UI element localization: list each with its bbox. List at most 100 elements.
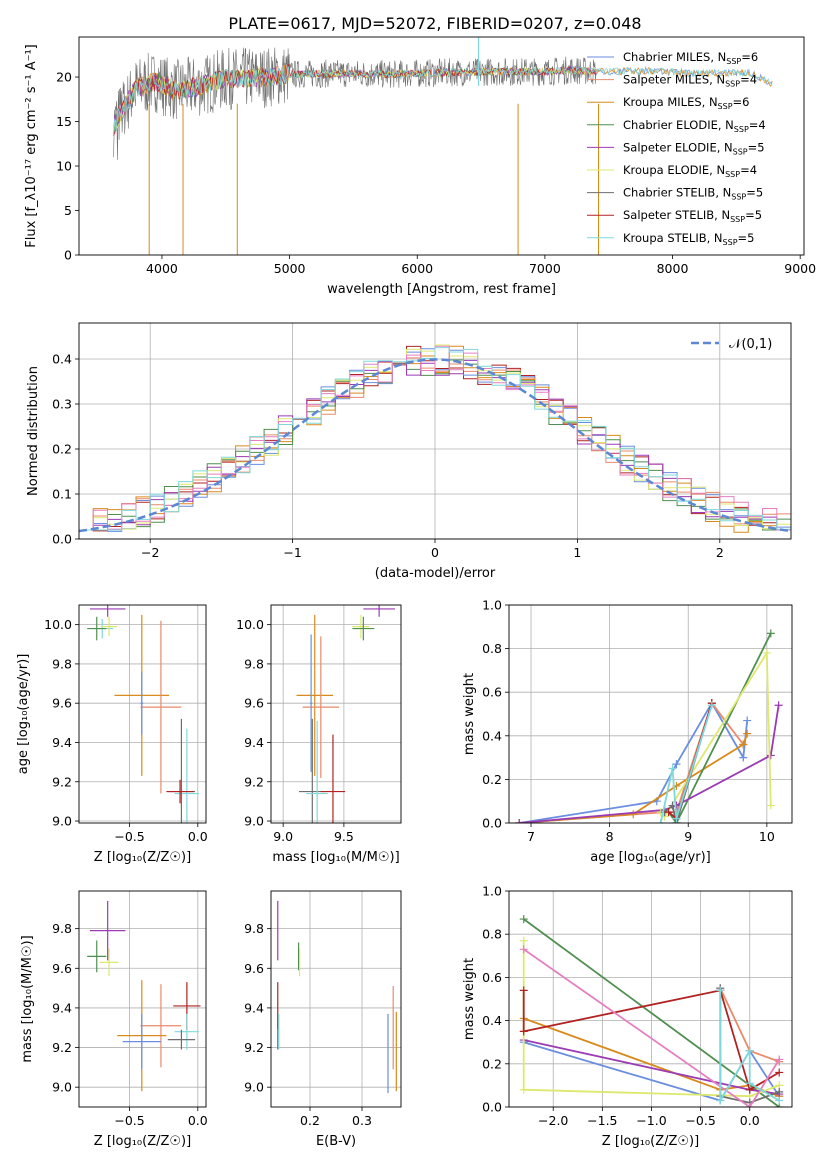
legend-text: Chabrier MILES, N: [623, 50, 726, 64]
y-tick-label: 0.0: [52, 532, 72, 547]
legend-sub: SSP: [723, 238, 738, 247]
weight-series-line: [659, 705, 713, 823]
age-vs-mass-panel: 9.0 9.5 9.0 9.2 9.4 9.6 9.8 10.0 mass [log₁₀(M/M…: [236, 604, 402, 865]
weight-point-marker: [774, 701, 783, 710]
y-tick-label: 9.2: [244, 774, 264, 789]
normal-curve: [79, 358, 789, 533]
y-tick-label: 0.1: [52, 487, 72, 502]
weight-point-marker: [766, 629, 775, 638]
x-tick-label: −1: [283, 545, 301, 560]
y-tick-label: 0.2: [482, 772, 502, 787]
weight-point-marker: [743, 716, 752, 725]
y-tick-label: 9.8: [244, 921, 264, 936]
weight-series-line: [523, 948, 780, 1107]
weight-series-line: [519, 705, 780, 823]
y-tick-label: 0.2: [482, 1056, 502, 1071]
weight-series-line: [519, 733, 749, 823]
y-tick-label: 5: [64, 203, 72, 218]
y-tick-label: 0.2: [52, 442, 72, 457]
x-tick-label: −0.5: [685, 1113, 715, 1128]
weight-point-marker: [707, 701, 716, 710]
weight-point-marker: [775, 1055, 784, 1064]
y-axis-label: mass weight: [462, 673, 477, 755]
weight-point-marker: [672, 814, 681, 823]
x-tick-label: 4000: [146, 261, 178, 276]
legend-label: Salpeter MILES, NSSP=4: [623, 73, 757, 89]
weight-point-marker: [664, 808, 673, 817]
age-vs-Z-panel: −0.5 0.0 9.0 9.2 9.4 9.6 9.8 10.0 Z [log₁₀(Z/Z☉)…: [16, 604, 208, 865]
x-tick-label: −1.0: [636, 1113, 666, 1128]
y-tick-label: 9.2: [244, 1040, 264, 1055]
legend-sub: SSP: [725, 80, 740, 89]
y-tick-label: 9.4: [244, 735, 264, 750]
y-tick-label: 0.4: [482, 1013, 502, 1028]
weight-point-marker: [672, 760, 681, 769]
legend-label: Kroupa STELIB, NSSP=5: [623, 231, 754, 247]
legend-tail: =5: [746, 186, 763, 200]
legend-tail: =4: [749, 118, 766, 132]
legend-label: Chabrier MILES, NSSP=6: [623, 50, 758, 66]
legend-label: Salpeter ELODIE, NSSP=5: [623, 140, 765, 156]
y-tick-label: 0.4: [482, 728, 502, 743]
y-tick-label: 0.4: [52, 352, 72, 367]
x-tick-label: 1: [573, 545, 581, 560]
y-tick-label: 9.6: [244, 961, 264, 976]
x-tick-label: 0.3: [352, 1113, 372, 1128]
x-tick-label: −1.5: [587, 1113, 617, 1128]
legend-text: Chabrier STELIB, N: [623, 186, 731, 200]
weight-series-line: [523, 918, 780, 1107]
errorbar-group: [87, 900, 201, 1092]
x-tick-label: 0.0: [188, 1113, 208, 1128]
y-tick-label: 9.6: [52, 696, 72, 711]
x-tick-label: 0.0: [740, 1113, 760, 1128]
y-tick-label: 9.8: [244, 656, 264, 671]
y-axis-label: mass weight: [462, 958, 477, 1040]
x-tick-label: 0.2: [300, 1113, 320, 1128]
axes-frame: [78, 322, 792, 540]
legend-tail: =6: [733, 95, 750, 109]
y-axis-label: age [log₁₀(age/yr)]: [16, 654, 31, 775]
x-axis-label: Z [log₁₀(Z/Z☉)]: [94, 1134, 191, 1149]
weight-point-marker: [743, 729, 752, 738]
legend-text: Salpeter MILES, N: [623, 73, 725, 87]
weight-series-line: [660, 649, 772, 818]
legend-text: Kroupa STELIB, N: [623, 231, 723, 245]
weight-point-marker: [766, 801, 775, 810]
y-tick-label: 9.0: [244, 814, 264, 829]
y-axis-label: Normed distribution: [26, 366, 41, 496]
weight-point-marker: [745, 1046, 754, 1055]
weight-point-marker: [745, 1103, 754, 1107]
y-tick-label: 9.0: [52, 1080, 72, 1095]
x-axis-label: (data-model)/error: [375, 566, 496, 581]
legend-text: Kroupa MILES, N: [623, 95, 718, 109]
errorbar-group: [296, 605, 395, 823]
spectrum-data-line: [113, 47, 597, 160]
weight-point-marker: [519, 915, 528, 924]
y-tick-label: 0.0: [482, 1100, 502, 1115]
legend-tail: =6: [741, 50, 758, 64]
y-tick-label: 9.2: [52, 774, 72, 789]
y-tick-label: 0.6: [482, 685, 502, 700]
x-tick-label: 6000: [401, 261, 433, 276]
y-tick-label: 9.0: [244, 1080, 264, 1095]
weight-point-marker: [775, 1068, 784, 1077]
y-tick-label: 0.6: [482, 970, 502, 985]
y-axis-label: Flux [f_λ10⁻¹⁷ erg cm⁻² s⁻¹ A⁻¹]: [24, 44, 39, 248]
axes-frame: [508, 604, 793, 824]
legend-sub: SSP: [733, 147, 748, 156]
legend-label: Chabrier STELIB, NSSP=5: [623, 186, 763, 202]
x-tick-label: 7: [527, 829, 535, 844]
errorbar-group: [87, 605, 200, 823]
legend-sub: SSP: [726, 57, 741, 66]
weight-series-line: [519, 701, 749, 823]
weight-point-marker: [762, 648, 771, 657]
y-tick-label: 0.8: [482, 927, 502, 942]
y-tick-label: 10: [56, 159, 72, 174]
spectrum-model-line: [113, 65, 596, 136]
y-tick-label: 9.8: [52, 656, 72, 671]
x-tick-label: 9: [684, 829, 692, 844]
x-axis-label: mass [log₁₀(M/M☉)]: [272, 850, 399, 865]
axes-frame: [508, 890, 793, 1108]
spectrum-panel: 4000 5000 6000 7000 8000 9000 0 5 10 15 20 waveleng…: [24, 36, 816, 297]
